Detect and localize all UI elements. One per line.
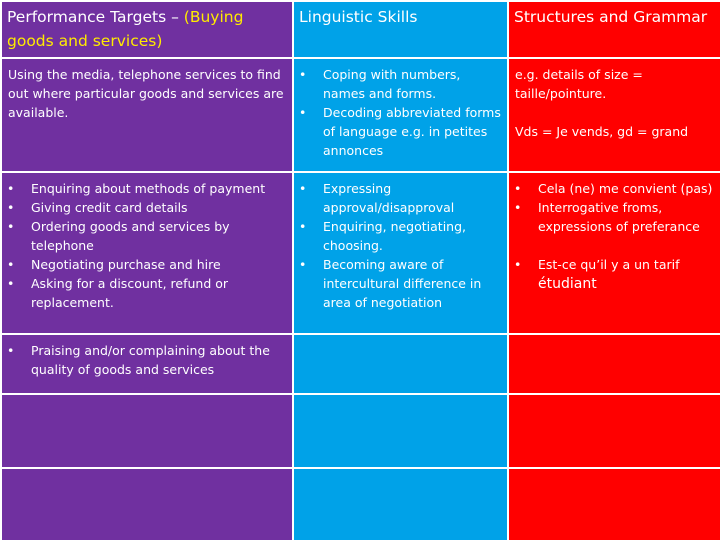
list-item-text: Expressing approval/disapproval bbox=[323, 181, 455, 215]
table-row bbox=[0, 393, 720, 469]
bullet-icon: • bbox=[299, 67, 307, 82]
structures-line: e.g. details of size = taille/pointure. bbox=[515, 67, 643, 101]
table-row: • Praising and/or complaining about the q… bbox=[0, 333, 720, 395]
header-row: Performance Targets – (Buying goods and … bbox=[0, 0, 720, 59]
row1-linguistic-list: • Coping with numbers, names and forms. •… bbox=[295, 60, 506, 160]
list-item-text: Decoding abbreviated forms of language e… bbox=[323, 105, 501, 158]
header-cell-performance: Performance Targets – (Buying goods and … bbox=[0, 0, 294, 59]
table-row: Using the media, telephone services to f… bbox=[0, 57, 720, 173]
row1-performance-cell: Using the media, telephone services to f… bbox=[0, 57, 294, 173]
list-item-text: Giving credit card details bbox=[31, 200, 188, 215]
row5-structures-cell bbox=[507, 467, 720, 542]
list-item: • Enquiring, negotiating, choosing. bbox=[299, 217, 501, 255]
list-item: • Becoming aware of intercultural differe… bbox=[299, 255, 501, 312]
header-cell-structures: Structures and Grammar bbox=[507, 0, 720, 59]
list-item: • Coping with numbers, names and forms. bbox=[299, 65, 501, 103]
list-item-text-extra: étudiant bbox=[538, 276, 597, 292]
row3-performance-list: • Praising and/or complaining about the q… bbox=[3, 336, 291, 379]
table-row: • Enquiring about methods of payment • Giv… bbox=[0, 171, 720, 335]
row2-structures-cell: • Cela (ne) me convient (pas) • Interrogat… bbox=[507, 171, 720, 335]
list-item: • Negotiating purchase and hire bbox=[7, 255, 286, 274]
list-item: • Interrogative froms, expressions of pre… bbox=[514, 198, 720, 236]
row2-linguistic-cell: • Expressing approval/disapproval • Enquir… bbox=[292, 171, 509, 335]
list-item-text: Becoming aware of intercultural differen… bbox=[323, 257, 482, 310]
bullet-icon: • bbox=[299, 257, 307, 272]
list-item-text: Ordering goods and services by telephone bbox=[31, 219, 230, 253]
row4-linguistic-cell bbox=[292, 393, 509, 469]
header-performance-highlight: (Buying goods and services) bbox=[7, 8, 244, 50]
list-item: • Enquiring about methods of payment bbox=[7, 179, 286, 198]
header-cell-linguistic: Linguistic Skills bbox=[292, 0, 509, 59]
header-performance-targets: Performance Targets – (Buying goods and … bbox=[3, 3, 291, 53]
row1-performance-text: Using the media, telephone services to f… bbox=[8, 67, 284, 120]
list-item: • Est-ce qu’il y a un tarif étudiant bbox=[514, 255, 720, 294]
row3-performance-cell: • Praising and/or complaining about the q… bbox=[0, 333, 294, 395]
bullet-icon: • bbox=[299, 181, 307, 196]
row4-performance-cell bbox=[0, 393, 294, 469]
row3-structures-cell bbox=[507, 333, 720, 395]
bullet-icon: • bbox=[514, 200, 522, 215]
row5-performance-cell bbox=[0, 467, 294, 542]
bullet-icon: • bbox=[7, 219, 15, 234]
row1-linguistic-cell: • Coping with numbers, names and forms. •… bbox=[292, 57, 509, 173]
bullet-icon: • bbox=[7, 200, 15, 215]
row2-linguistic-list: • Expressing approval/disapproval • Enquir… bbox=[295, 174, 506, 312]
bullet-icon: • bbox=[299, 219, 307, 234]
row5-linguistic-cell bbox=[292, 467, 509, 542]
row1-structures-text: e.g. details of size = taille/pointure. … bbox=[510, 60, 720, 141]
list-item: • Giving credit card details bbox=[7, 198, 286, 217]
row2-structures-list: • Cela (ne) me convient (pas) • Interrogat… bbox=[510, 174, 720, 294]
bullet-icon: • bbox=[299, 105, 307, 120]
list-item: • Expressing approval/disapproval bbox=[299, 179, 501, 217]
list-item-text: Est-ce qu’il y a un tarif bbox=[538, 257, 680, 272]
list-item: • Ordering goods and services by telephon… bbox=[7, 217, 286, 255]
bullet-icon: • bbox=[514, 257, 522, 272]
bullet-icon: • bbox=[7, 276, 15, 291]
list-item: • Decoding abbreviated forms of language … bbox=[299, 103, 501, 160]
list-item-text: Coping with numbers, names and forms. bbox=[323, 67, 461, 101]
list-item: • Praising and/or complaining about the q… bbox=[7, 341, 286, 379]
bullet-icon: • bbox=[7, 257, 15, 272]
structures-line: Vds = Je vends, gd = grand bbox=[515, 124, 689, 139]
spacer bbox=[515, 103, 720, 122]
list-item-text: Enquiring about methods of payment bbox=[31, 181, 266, 196]
list-item-text: Cela (ne) me convient (pas) bbox=[538, 181, 713, 196]
header-linguistic-skills: Linguistic Skills bbox=[299, 8, 418, 26]
list-item-text: Praising and/or complaining about the qu… bbox=[31, 343, 270, 377]
bullet-icon: • bbox=[514, 181, 522, 196]
row2-performance-cell: • Enquiring about methods of payment • Giv… bbox=[0, 171, 294, 335]
list-item-text: Enquiring, negotiating, choosing. bbox=[323, 219, 466, 253]
list-item-text: Negotiating purchase and hire bbox=[31, 257, 221, 272]
list-item-text: Interrogative froms, expressions of pref… bbox=[538, 200, 700, 234]
bullet-icon: • bbox=[7, 343, 15, 358]
header-structures-grammar: Structures and Grammar bbox=[514, 8, 708, 26]
bullet-icon: • bbox=[7, 181, 15, 196]
table-row bbox=[0, 467, 720, 542]
list-item: • Asking for a discount, refund or replac… bbox=[7, 274, 286, 312]
list-item: • Cela (ne) me convient (pas) bbox=[514, 179, 720, 198]
list-item-text: Asking for a discount, refund or replace… bbox=[31, 276, 229, 310]
row2-performance-list: • Enquiring about methods of payment • Giv… bbox=[3, 174, 291, 312]
header-performance-main: Performance Targets – bbox=[7, 8, 184, 26]
row1-structures-cell: e.g. details of size = taille/pointure. … bbox=[507, 57, 720, 173]
row4-structures-cell bbox=[507, 393, 720, 469]
row3-linguistic-cell bbox=[292, 333, 509, 395]
